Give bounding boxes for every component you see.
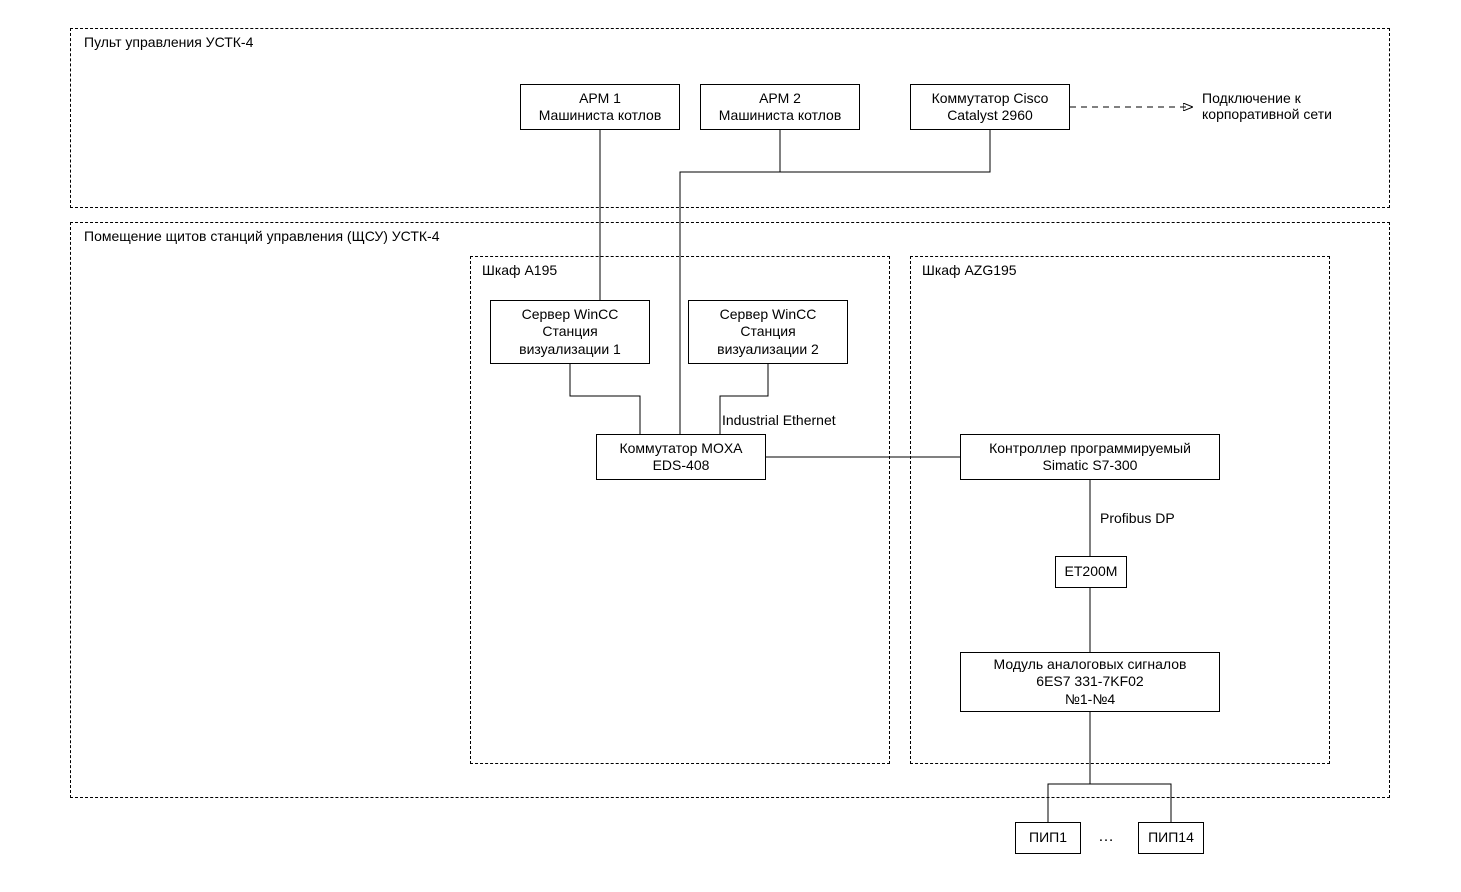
node-arm1: АРМ 1 Машиниста котлов — [520, 84, 680, 130]
node-cisco-line1: Коммутатор Cisco — [932, 90, 1049, 108]
diagram-canvas: Пульт управления УСТК-4 Помещение щитов … — [0, 0, 1461, 892]
node-cisco-line2: Catalyst 2960 — [947, 107, 1033, 125]
node-wincc2-line3: визуализации 2 — [717, 341, 819, 359]
node-arm2: АРМ 2 Машиниста котлов — [700, 84, 860, 130]
node-plc-line2: Simatic S7-300 — [1043, 457, 1138, 475]
zone-control-room-label: Пульт управления УСТК-4 — [82, 34, 255, 50]
node-plc-line1: Контроллер программируемый — [989, 440, 1191, 458]
node-analog-module-line3: №1-№4 — [1065, 691, 1115, 709]
node-wincc2: Сервер WinCC Станция визуализации 2 — [688, 300, 848, 364]
node-wincc2-line2: Станция — [740, 323, 795, 341]
node-arm2-line2: Машиниста котлов — [719, 107, 842, 125]
ellipsis-pip: … — [1098, 828, 1114, 846]
zone-panel-room-label: Помещение щитов станций управления (ЩСУ)… — [82, 228, 441, 244]
node-wincc1-line2: Станция — [542, 323, 597, 341]
label-profibus-dp: Profibus DP — [1100, 510, 1175, 526]
node-cisco: Коммутатор Cisco Catalyst 2960 — [910, 84, 1070, 130]
node-wincc1-line1: Сервер WinCC — [522, 306, 619, 324]
node-pip1-line1: ПИП1 — [1029, 829, 1067, 847]
node-wincc2-line1: Сервер WinCC — [720, 306, 817, 324]
node-moxa-line1: Коммутатор MOXA — [619, 440, 742, 458]
node-pip14: ПИП14 — [1138, 822, 1204, 854]
node-plc: Контроллер программируемый Simatic S7-30… — [960, 434, 1220, 480]
node-wincc1-line3: визуализации 1 — [519, 341, 621, 359]
node-analog-module: Модуль аналоговых сигналов 6ES7 331-7KF0… — [960, 652, 1220, 712]
node-arm1-line2: Машиниста котлов — [539, 107, 662, 125]
node-analog-module-line1: Модуль аналоговых сигналов — [994, 656, 1187, 674]
node-pip1: ПИП1 — [1015, 822, 1081, 854]
node-et200m-line1: ET200M — [1065, 563, 1118, 581]
node-wincc1: Сервер WinCC Станция визуализации 1 — [490, 300, 650, 364]
cabinet-azg195-label: Шкаф AZG195 — [920, 262, 1019, 278]
node-arm2-line1: АРМ 2 — [759, 90, 801, 108]
label-corp-network-line2: корпоративной сети — [1202, 106, 1332, 122]
node-moxa-line2: EDS-408 — [653, 457, 710, 475]
label-industrial-ethernet: Industrial Ethernet — [722, 412, 836, 428]
label-corp-network: Подключение к корпоративной сети — [1202, 90, 1332, 122]
node-analog-module-line2: 6ES7 331-7KF02 — [1036, 673, 1143, 691]
node-pip14-line1: ПИП14 — [1148, 829, 1194, 847]
label-corp-network-line1: Подключение к — [1202, 90, 1332, 106]
node-moxa: Коммутатор MOXA EDS-408 — [596, 434, 766, 480]
cabinet-a195-label: Шкаф А195 — [480, 262, 559, 278]
node-et200m: ET200M — [1055, 556, 1127, 588]
node-arm1-line1: АРМ 1 — [579, 90, 621, 108]
